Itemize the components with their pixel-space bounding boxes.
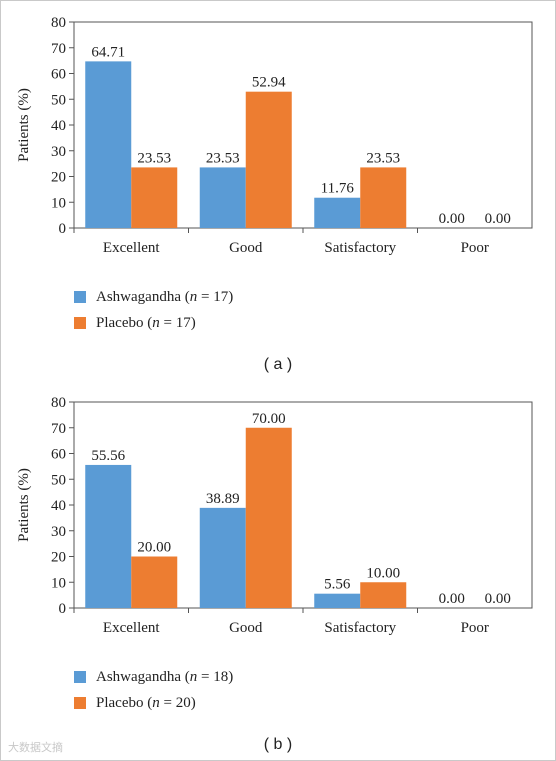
data-label-placebo: 20.00 xyxy=(137,540,171,556)
y-tick-label: 50 xyxy=(51,92,66,108)
x-tick-label: Excellent xyxy=(103,240,160,256)
y-tick-label: 70 xyxy=(51,41,66,57)
x-tick-label: Good xyxy=(229,240,263,256)
bar-ashwagandha xyxy=(85,61,132,228)
legend-label-placebo: Placebo (n = 17) xyxy=(96,314,196,331)
legend-a: Ashwagandha (n = 17) Placebo (n = 17) xyxy=(74,284,233,336)
bar-placebo xyxy=(131,556,178,608)
data-label-placebo: 52.94 xyxy=(252,75,286,91)
bar-placebo xyxy=(360,167,407,228)
legend-item-ashwagandha: Ashwagandha (n = 18) xyxy=(74,664,233,690)
data-label-ashwagandha: 23.53 xyxy=(206,150,240,166)
legend-label-placebo: Placebo (n = 20) xyxy=(96,694,196,711)
data-label-ashwagandha: 0.00 xyxy=(439,211,465,227)
bar-ashwagandha xyxy=(314,593,361,608)
data-label-placebo: 70.00 xyxy=(252,411,286,427)
bar-ashwagandha xyxy=(314,197,361,228)
y-tick-label: 60 xyxy=(51,67,66,83)
y-tick-label: 10 xyxy=(51,575,66,591)
data-label-placebo: 23.53 xyxy=(137,150,171,166)
y-tick-label: 70 xyxy=(51,421,66,437)
legend-label-ashwagandha: Ashwagandha (n = 17) xyxy=(96,288,234,305)
y-tick-label: 40 xyxy=(51,498,66,514)
x-tick-label: Satisfactory xyxy=(324,620,396,636)
legend-item-ashwagandha: Ashwagandha (n = 17) xyxy=(74,284,233,310)
data-label-ashwagandha: 38.89 xyxy=(206,491,240,507)
y-tick-label: 30 xyxy=(51,144,66,160)
y-axis-label: Patients (%) xyxy=(16,88,32,162)
panel-label-b: ( b ) xyxy=(263,736,293,753)
data-label-placebo: 0.00 xyxy=(485,211,511,227)
legend-item-placebo: Placebo (n = 17) xyxy=(74,310,233,336)
legend-item-placebo: Placebo (n = 20) xyxy=(74,690,233,716)
bar-placebo xyxy=(245,91,292,228)
y-tick-label: 60 xyxy=(51,447,66,463)
data-label-placebo: 23.53 xyxy=(366,150,400,166)
y-axis-label: Patients (%) xyxy=(16,468,32,542)
x-tick-label: Good xyxy=(229,620,263,636)
y-tick-label: 0 xyxy=(59,221,67,237)
legend-b: Ashwagandha (n = 18) Placebo (n = 20) xyxy=(74,664,233,716)
data-label-ashwagandha: 11.76 xyxy=(321,181,355,197)
y-tick-label: 80 xyxy=(51,15,66,31)
legend-swatch-ashwagandha xyxy=(74,671,86,683)
x-tick-label: Poor xyxy=(461,240,489,256)
data-label-ashwagandha: 0.00 xyxy=(439,591,465,607)
bar-ashwagandha xyxy=(199,167,246,228)
x-tick-label: Poor xyxy=(461,620,489,636)
bar-ashwagandha xyxy=(199,507,246,608)
watermark: 大数据文摘 xyxy=(8,742,63,754)
y-tick-label: 80 xyxy=(51,395,66,411)
y-tick-label: 50 xyxy=(51,472,66,488)
data-label-ashwagandha: 5.56 xyxy=(324,577,351,593)
x-tick-label: Excellent xyxy=(103,620,160,636)
data-label-ashwagandha: 55.56 xyxy=(91,448,125,464)
y-tick-label: 10 xyxy=(51,195,66,211)
y-tick-label: 40 xyxy=(51,118,66,134)
panel-label-a: ( a ) xyxy=(263,356,293,373)
data-label-placebo: 0.00 xyxy=(485,591,511,607)
chart-b: 0 10 20 30 40 50 60 70 80 Patients (%) Excellent 55… xyxy=(16,395,533,636)
legend-swatch-placebo xyxy=(74,317,86,329)
y-tick-label: 30 xyxy=(51,524,66,540)
legend-swatch-ashwagandha xyxy=(74,291,86,303)
x-tick-label: Satisfactory xyxy=(324,240,396,256)
legend-swatch-placebo xyxy=(74,697,86,709)
legend-label-ashwagandha: Ashwagandha (n = 18) xyxy=(96,668,234,685)
data-label-ashwagandha: 64.71 xyxy=(91,44,125,60)
bar-placebo xyxy=(245,427,292,608)
bar-placebo xyxy=(131,167,178,228)
chart-a: 0 10 20 30 40 50 60 70 80 Patients (%) Excellent 64… xyxy=(16,15,533,256)
y-tick-label: 20 xyxy=(51,170,66,186)
bar-ashwagandha xyxy=(85,464,132,608)
bar-placebo xyxy=(360,582,407,608)
y-tick-label: 0 xyxy=(59,601,67,617)
y-tick-label: 20 xyxy=(51,550,66,566)
data-label-placebo: 10.00 xyxy=(366,565,400,581)
